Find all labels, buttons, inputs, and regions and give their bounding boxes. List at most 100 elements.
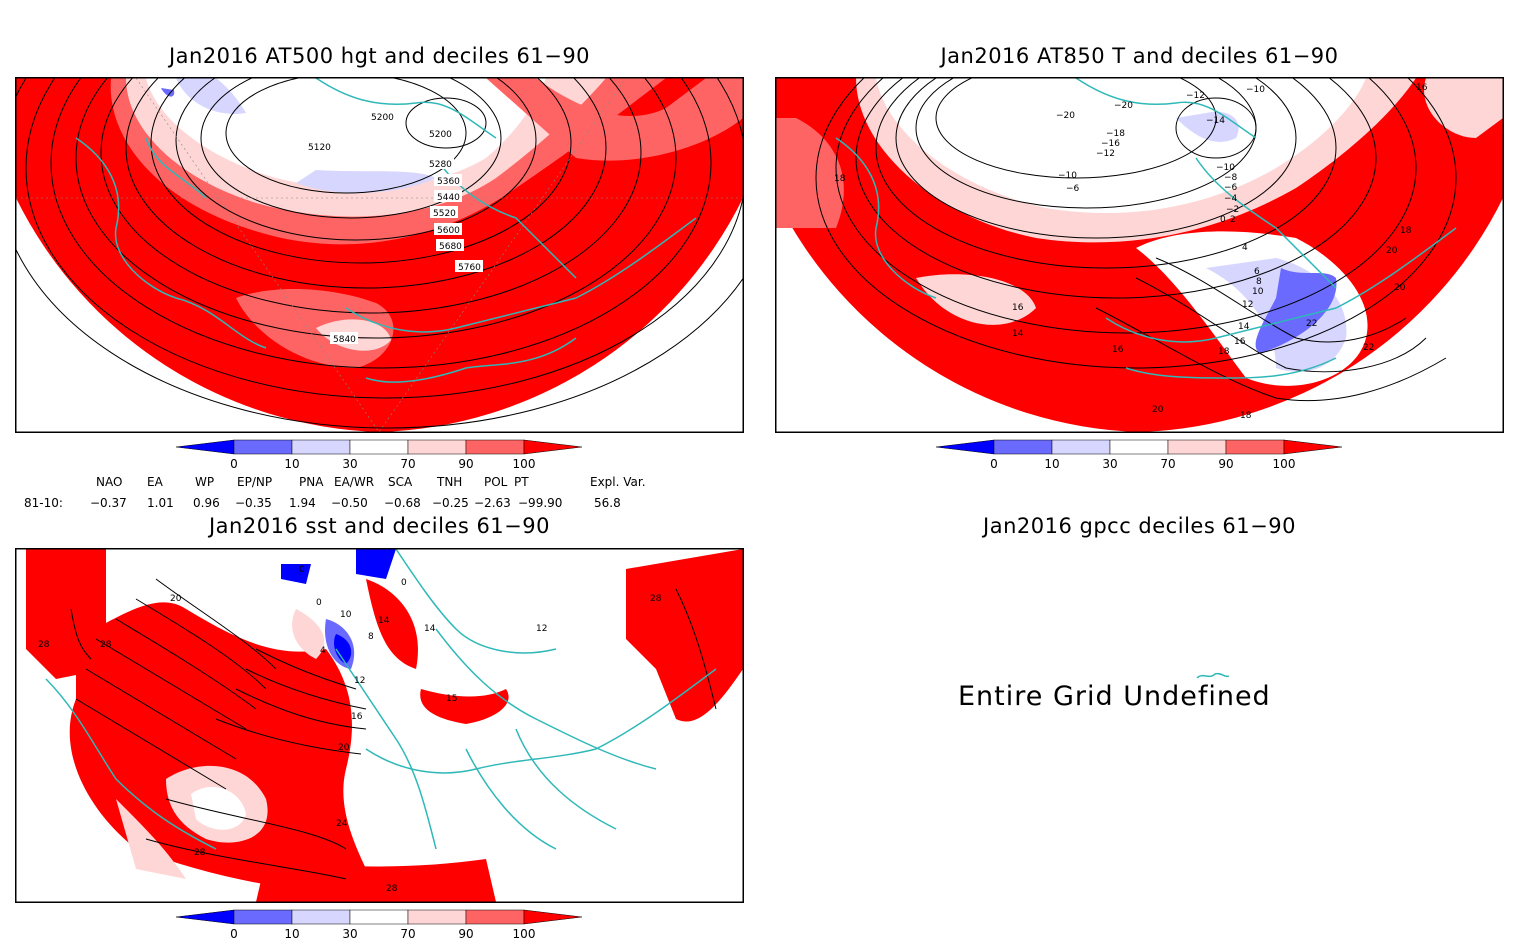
colorbar-swatch <box>1109 439 1169 455</box>
svg-text:−8: −8 <box>1224 173 1238 183</box>
svg-text:0: 0 <box>1220 215 1226 225</box>
index-value: −0.25 <box>432 496 469 510</box>
contour-label: 5760 <box>458 263 481 273</box>
svg-text:−20: −20 <box>1056 111 1075 121</box>
colorbar-tick-label: 70 <box>1160 457 1175 471</box>
colorbar-swatch <box>936 439 995 455</box>
colorbar-swatch <box>1225 439 1285 455</box>
svg-text:−16: −16 <box>1101 139 1120 149</box>
svg-text:−12: −12 <box>1186 91 1205 101</box>
sst-map-panel: 0 0 20 28 28 0 10 14 8 4 12 16 20 24 28 … <box>15 548 744 903</box>
svg-text:6: 6 <box>1254 267 1260 277</box>
index-header: POL <box>484 475 508 489</box>
colorbar-swatch <box>233 439 293 455</box>
svg-text:−12: −12 <box>1096 149 1115 159</box>
index-value: −0.50 <box>331 496 368 510</box>
coastlines <box>45 549 717 850</box>
svg-text:−14: −14 <box>1206 116 1225 126</box>
colorbar-tick-label: 10 <box>284 457 299 471</box>
svg-text:14: 14 <box>424 624 436 634</box>
gpcc-title: Jan2016 gpcc deciles 61−90 <box>983 514 1296 538</box>
svg-text:20: 20 <box>1152 405 1164 415</box>
svg-text:10: 10 <box>1252 287 1264 297</box>
colorbar-sst: 0 10 30 70 90 100 <box>176 909 583 940</box>
svg-text:28: 28 <box>194 848 206 858</box>
z500-map-panel: 5120 5200 5200 5280 5360 5440 5520 5600 … <box>15 77 744 433</box>
contour-label: 5360 <box>437 177 460 187</box>
sst-title: Jan2016 sst and deciles 61−90 <box>208 514 550 538</box>
svg-text:18: 18 <box>1400 226 1412 236</box>
index-header: TNH <box>437 475 463 489</box>
svg-text:28: 28 <box>650 594 662 604</box>
svg-text:−10: −10 <box>1246 85 1265 95</box>
svg-text:10: 10 <box>340 610 352 620</box>
colorbar-swatch <box>176 439 235 455</box>
index-header: Expl. Var. <box>590 475 646 489</box>
colorbar-tick-label: 30 <box>342 927 357 940</box>
t850-title: Jan2016 AT850 T and deciles 61−90 <box>940 44 1339 68</box>
svg-text:−10: −10 <box>1216 163 1235 173</box>
colorbar-tick-label: 0 <box>990 457 998 471</box>
decile-field-30 <box>296 170 436 194</box>
t850-map-panel: −20 −20 −12 −10 −14 −10 −18 −16 −12 −10 … <box>775 77 1504 433</box>
z500-contour-labels: 5120 5200 5200 5280 5360 5440 5520 5600 … <box>305 110 483 345</box>
colorbar-swatch <box>349 439 409 455</box>
sst-contour-labels: 0 0 20 28 28 0 10 14 8 4 12 16 20 24 28 … <box>38 565 662 894</box>
z500-title: Jan2016 AT500 hgt and deciles 61−90 <box>168 44 591 68</box>
z500-map: 5120 5200 5200 5280 5360 5440 5520 5600 … <box>16 78 743 432</box>
index-value: −0.37 <box>90 496 127 510</box>
colorbar-swatch <box>233 909 293 925</box>
colorbar-tick-label: 0 <box>230 927 238 940</box>
svg-text:14: 14 <box>378 616 390 626</box>
svg-text:20: 20 <box>338 743 350 753</box>
contour-label: 5440 <box>437 193 460 203</box>
colorbar-tick-label: 30 <box>342 457 357 471</box>
index-value: −99.90 <box>518 496 563 510</box>
colorbar-tick-label: 30 <box>1102 457 1117 471</box>
colorbar-swatch <box>1051 439 1111 455</box>
colorbar-tick-label: 70 <box>400 457 415 471</box>
svg-text:0: 0 <box>299 565 305 575</box>
gpcc-marker-coastline <box>1196 672 1230 679</box>
index-value: 0.96 <box>193 496 220 510</box>
coastlines <box>75 78 697 383</box>
contour-label: 5200 <box>429 130 452 140</box>
t850-contour-labels: −20 −20 −12 −10 −14 −10 −18 −16 −12 −10 … <box>834 83 1428 421</box>
svg-text:−4: −4 <box>1224 194 1238 204</box>
svg-text:4: 4 <box>320 646 326 656</box>
colorbar-swatch <box>465 439 525 455</box>
index-header: NAO <box>96 475 123 489</box>
colorbar-swatch <box>407 909 467 925</box>
colorbar-swatch <box>465 909 525 925</box>
height-contours <box>16 78 743 429</box>
temperature-contours <box>815 78 1457 402</box>
svg-text:2: 2 <box>1230 215 1236 225</box>
sst-map: 0 0 20 28 28 0 10 14 8 4 12 16 20 24 28 … <box>16 549 743 902</box>
colorbar-swatch <box>523 439 583 455</box>
colorbar-swatch <box>291 909 351 925</box>
svg-text:28: 28 <box>100 640 112 650</box>
colorbar-z500: 0 10 30 70 90 100 <box>176 439 583 471</box>
svg-text:8: 8 <box>1256 277 1262 287</box>
svg-text:−6: −6 <box>1224 183 1238 193</box>
colorbar-swatch <box>349 909 409 925</box>
svg-text:−10: −10 <box>1058 171 1077 181</box>
contour-label: 5120 <box>308 143 331 153</box>
colorbar-tick-label: 10 <box>284 927 299 940</box>
index-header: WP <box>195 475 215 489</box>
colorbar-tick-label: 100 <box>513 927 536 940</box>
index-value: 56.8 <box>594 496 621 510</box>
contour-label: 5680 <box>439 242 462 252</box>
index-value: 1.94 <box>289 496 316 510</box>
svg-text:24: 24 <box>336 819 348 829</box>
index-header: EA/WR <box>334 475 375 489</box>
svg-text:15: 15 <box>446 694 457 704</box>
undefined-grid-message: Entire Grid Undefined <box>958 681 1271 712</box>
t850-map: −20 −20 −12 −10 −14 −10 −18 −16 −12 −10 … <box>776 78 1503 432</box>
colorbar-tick-label: 10 <box>1044 457 1059 471</box>
colorbar-tick-label: 90 <box>1218 457 1233 471</box>
index-row-label: 81-10: <box>24 496 63 510</box>
svg-text:20: 20 <box>170 594 182 604</box>
svg-text:14: 14 <box>1238 322 1250 332</box>
svg-text:28: 28 <box>386 884 398 894</box>
